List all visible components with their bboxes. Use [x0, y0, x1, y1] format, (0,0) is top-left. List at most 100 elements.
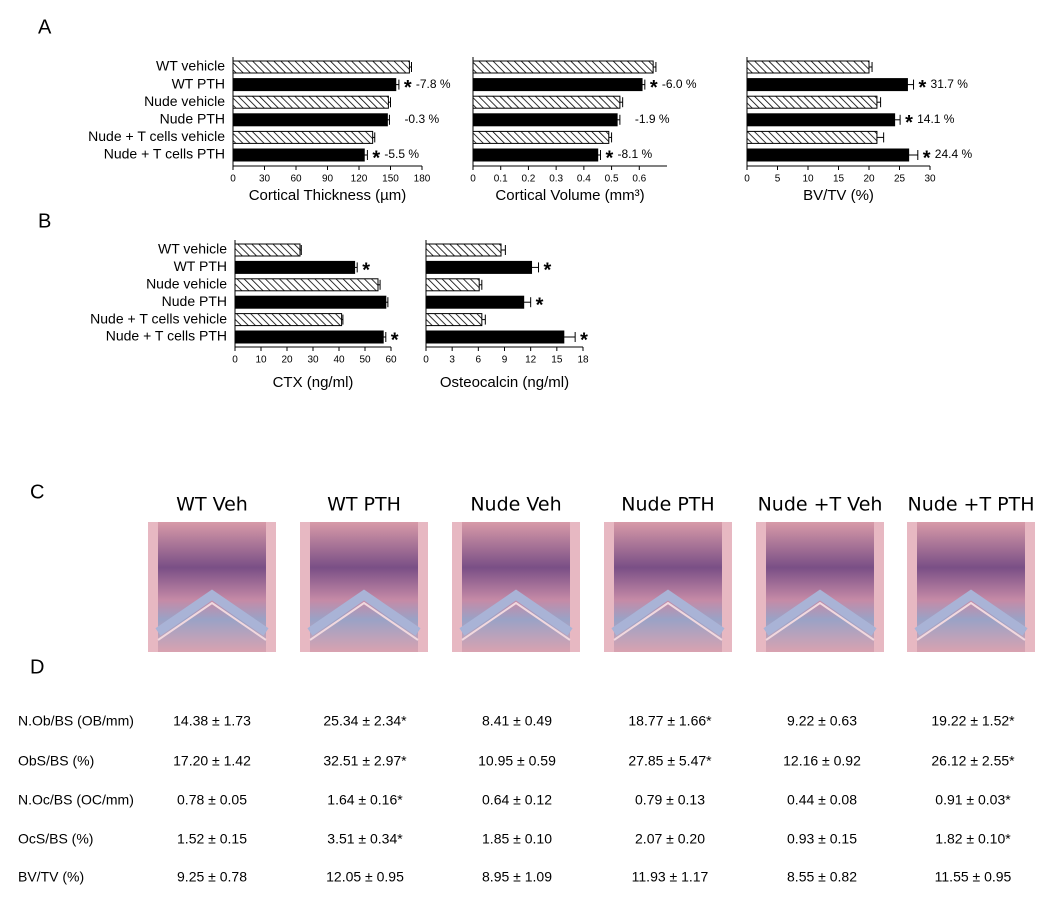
x-tick-label: 30: [307, 355, 319, 366]
panel-label: B: [38, 210, 51, 232]
x-axis-title: Cortical Thickness (µm): [249, 187, 407, 204]
significance-star: *: [605, 147, 613, 169]
x-tick-label: 5: [775, 174, 781, 185]
significance-star: *: [650, 77, 658, 99]
table-cell: 1.52 ± 0.15: [177, 831, 247, 847]
bar: [232, 60, 410, 74]
x-axis-title: Osteocalcin (ng/ml): [440, 374, 569, 391]
x-tick-label: 25: [894, 174, 906, 185]
x-tick-label: 0: [423, 355, 429, 366]
bar: [425, 260, 533, 274]
percent-change: 14.1 %: [917, 112, 955, 126]
x-tick-label: 0: [232, 355, 238, 366]
table-cell: 8.41 ± 0.49: [482, 713, 552, 729]
bar: [425, 330, 565, 344]
histology-label: Nude +T Veh: [758, 494, 883, 516]
growth-plate: [611, 589, 725, 636]
error-bar: [385, 297, 389, 308]
bar: [425, 313, 483, 327]
growth-plate-edge: [916, 601, 1026, 641]
percent-change: -8.1 %: [617, 147, 652, 161]
category-label: WT PTH: [172, 75, 225, 91]
table-cell: 12.16 ± 0.92: [783, 753, 861, 769]
bar: [234, 330, 384, 344]
error-bar: [907, 79, 915, 90]
significance-star: *: [404, 77, 412, 99]
x-tick-label: 15: [833, 174, 845, 185]
error-bar: [383, 332, 387, 342]
error-bar: [869, 62, 873, 72]
table-cell: 0.91 ± 0.03*: [935, 792, 1011, 808]
bar: [232, 130, 374, 144]
percent-change: -0.3 %: [404, 112, 439, 126]
error-bar: [619, 97, 624, 108]
x-axis-title: BV/TV (%): [803, 187, 874, 204]
bar: [232, 113, 388, 127]
growth-plate-edge: [613, 601, 723, 641]
error-bar: [354, 262, 358, 273]
growth-plate: [914, 589, 1028, 636]
error-bar: [876, 97, 882, 108]
error-bar: [608, 132, 613, 143]
x-tick-label: 60: [290, 174, 302, 185]
histology-label: WT Veh: [176, 494, 248, 516]
x-axis-title: Cortical Volume (mm³): [495, 187, 644, 204]
category-label: WT vehicle: [158, 241, 227, 257]
x-tick-label: 30: [259, 174, 271, 185]
table-cell: 26.12 ± 2.55*: [931, 753, 1015, 769]
x-tick-label: 20: [863, 174, 875, 185]
significance-star: *: [905, 112, 913, 134]
table-cell: 8.55 ± 0.82: [787, 869, 857, 885]
histology-image: [604, 522, 732, 652]
cortex-left: [604, 522, 614, 652]
histology-image: [452, 522, 580, 652]
histology-image: [756, 522, 884, 652]
significance-star: *: [919, 77, 927, 99]
cortex-right: [1025, 522, 1035, 652]
percent-change: 24.4 %: [935, 147, 973, 161]
error-bar: [617, 114, 621, 125]
significance-star: *: [362, 260, 370, 282]
growth-plate-edge: [461, 601, 571, 641]
x-tick-label: 180: [414, 174, 431, 185]
x-tick-label: 0.6: [632, 174, 646, 185]
percent-change: -1.9 %: [635, 112, 670, 126]
row-label: BV/TV (%): [18, 869, 84, 885]
bar: [234, 243, 301, 257]
category-label: Nude PTH: [162, 293, 227, 309]
table-cell: 8.95 ± 1.09: [482, 869, 552, 885]
row-label: ObS/BS (%): [18, 753, 94, 769]
error-bar: [642, 79, 646, 90]
error-bar: [300, 245, 302, 255]
x-tick-label: 150: [382, 174, 399, 185]
cortex-right: [266, 522, 276, 652]
cortex-left: [756, 522, 766, 652]
cortex-left: [300, 522, 310, 652]
x-tick-label: 6: [476, 355, 482, 366]
table-cell: 17.20 ± 1.42: [173, 753, 251, 769]
x-tick-label: 0.5: [605, 174, 619, 185]
cortex-left: [907, 522, 917, 652]
significance-star: *: [580, 329, 588, 351]
x-tick-label: 3: [449, 355, 455, 366]
x-tick-label: 90: [322, 174, 334, 185]
table-cell: 10.95 ± 0.59: [478, 753, 556, 769]
category-label: Nude PTH: [160, 111, 225, 127]
x-tick-label: 0: [744, 174, 750, 185]
category-label: WT PTH: [174, 258, 227, 274]
row-label: OcS/BS (%): [18, 831, 93, 847]
significance-star: *: [536, 294, 544, 316]
growth-plate: [307, 589, 421, 636]
table-cell: 19.22 ± 1.52*: [931, 713, 1015, 729]
table-cell: 25.34 ± 2.34*: [323, 713, 407, 729]
percent-change: 31.7 %: [931, 77, 969, 91]
x-tick-label: 0: [230, 174, 236, 185]
bar: [425, 243, 502, 257]
bar: [472, 113, 618, 127]
histology-image: [300, 522, 428, 652]
bar: [746, 95, 878, 109]
error-bar: [479, 279, 483, 290]
table-cell: 1.85 ± 0.10: [482, 831, 552, 847]
panel-label: C: [30, 481, 44, 503]
x-tick-label: 15: [551, 355, 563, 366]
